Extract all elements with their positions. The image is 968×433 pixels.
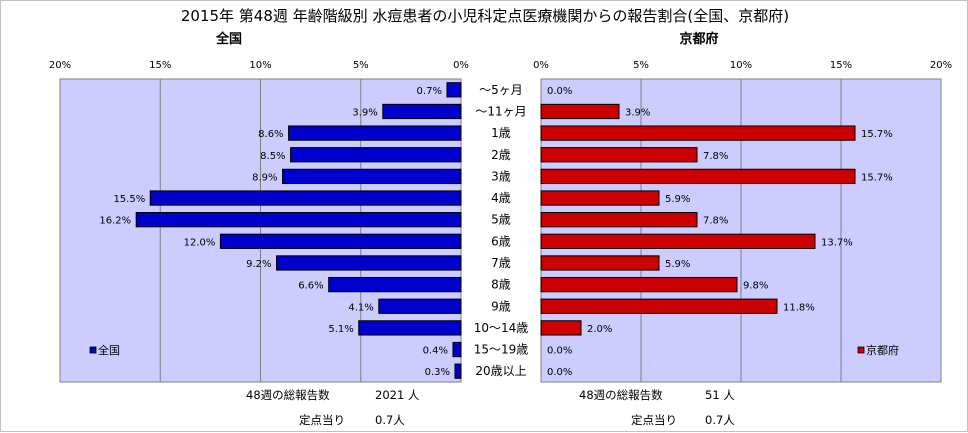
national-total-label: 48週の総報告数 (246, 388, 330, 402)
legend-swatch-kyoto (857, 346, 865, 354)
bar-national-13 (454, 363, 462, 379)
bar-national-3 (290, 147, 462, 163)
data-label-kyoto-10: 11.8% (783, 302, 815, 313)
bar-kyoto-4 (540, 168, 856, 185)
bar-national-11 (358, 320, 462, 336)
category-label: ～11ヶ月 (475, 104, 526, 118)
bar-national-8 (276, 255, 462, 271)
national-per-label: 定点当り (299, 413, 345, 427)
category-label: 5歳 (491, 213, 511, 227)
bar-national-1 (382, 103, 462, 120)
category-label: 15～19歳 (474, 343, 529, 357)
tick-label-national-0: 0% (453, 60, 469, 71)
bar-national-10 (378, 298, 462, 314)
bar-national-12 (452, 341, 462, 358)
bar-national-9 (328, 276, 462, 293)
data-label-national-6: 16.2% (99, 216, 131, 227)
tick-label-kyoto-0: 0% (533, 60, 549, 71)
tick-label-kyoto-1: 5% (633, 60, 649, 71)
category-label: 1歳 (491, 126, 511, 140)
data-label-kyoto-11: 2.0% (587, 324, 612, 335)
bar-kyoto-10 (540, 298, 778, 314)
tick-label-kyoto-2: 10% (730, 60, 752, 71)
category-label: ～5ヶ月 (479, 83, 523, 97)
category-label: 10～14歳 (474, 321, 529, 335)
data-label-kyoto-5: 5.9% (665, 194, 690, 205)
bar-kyoto-7 (540, 233, 816, 249)
legend-label-kyoto: 京都府 (866, 343, 899, 357)
data-label-national-13: 0.3% (425, 367, 450, 378)
data-label-national-11: 5.1% (328, 324, 353, 335)
data-label-national-10: 4.1% (348, 302, 373, 313)
national-per-value: 0.7人 (375, 413, 405, 427)
category-label: 3歳 (491, 169, 511, 183)
data-label-national-5: 15.5% (113, 194, 145, 205)
data-label-kyoto-6: 7.8% (703, 216, 728, 227)
kyoto-total-value: 51 人 (705, 388, 735, 402)
tick-label-national-4: 20% (49, 60, 71, 71)
bar-kyoto-1 (540, 103, 620, 120)
data-label-national-4: 8.9% (252, 172, 277, 183)
bar-national-0 (446, 82, 462, 98)
data-label-kyoto-2: 15.7% (861, 129, 893, 140)
bar-kyoto-8 (540, 255, 660, 271)
data-label-national-0: 0.7% (417, 86, 442, 97)
bar-kyoto-11 (540, 320, 582, 336)
bar-kyoto-9 (540, 276, 738, 293)
data-label-kyoto-4: 15.7% (861, 172, 893, 183)
tick-label-national-2: 10% (249, 60, 271, 71)
data-label-kyoto-3: 7.8% (703, 151, 728, 162)
panel-label-national: 全国 (215, 31, 242, 47)
national-total-value: 2021 人 (375, 388, 420, 402)
category-label: 6歳 (491, 234, 511, 248)
bar-kyoto-6 (540, 212, 698, 228)
data-label-national-3: 8.5% (260, 151, 285, 162)
kyoto-total-label: 48週の総報告数 (579, 388, 663, 402)
bar-national-7 (219, 233, 462, 249)
category-label: 20歳以上 (475, 364, 526, 378)
data-label-kyoto-12: 0.0% (547, 346, 572, 357)
data-label-national-9: 6.6% (298, 281, 323, 292)
data-label-kyoto-9: 9.8% (743, 281, 768, 292)
category-label: 4歳 (491, 191, 511, 205)
kyoto-per-label: 定点当り (631, 413, 677, 427)
bar-national-4 (282, 168, 462, 185)
bar-kyoto-2 (540, 125, 856, 141)
data-label-kyoto-0: 0.0% (547, 86, 572, 97)
data-label-national-8: 9.2% (246, 259, 271, 270)
data-label-kyoto-8: 5.9% (665, 259, 690, 270)
tick-label-national-1: 5% (353, 60, 369, 71)
kyoto-per-value: 0.7人 (705, 413, 735, 427)
chart-title: 2015年 第48週 年齢階級別 水痘患者の小児科定点医療機関からの報告割合(全… (181, 7, 789, 25)
panel-label-kyoto: 京都府 (679, 31, 718, 47)
category-label: 9歳 (491, 299, 511, 313)
tick-label-kyoto-4: 20% (930, 60, 952, 71)
bar-national-5 (149, 190, 462, 206)
legend-swatch-national (89, 346, 97, 354)
legend-label-national: 全国 (98, 343, 120, 357)
data-label-kyoto-7: 13.7% (821, 237, 853, 248)
data-label-national-1: 3.9% (352, 107, 377, 118)
category-label: 7歳 (491, 256, 511, 270)
data-label-national-7: 12.0% (184, 237, 216, 248)
data-label-national-12: 0.4% (423, 346, 448, 357)
data-label-national-2: 8.6% (258, 129, 283, 140)
bar-kyoto-3 (540, 147, 698, 163)
data-label-kyoto-1: 3.9% (625, 107, 650, 118)
category-label: 2歳 (491, 148, 511, 162)
tick-label-national-3: 15% (149, 60, 171, 71)
bar-national-6 (135, 212, 462, 228)
bar-kyoto-5 (540, 190, 660, 206)
tick-label-kyoto-3: 15% (830, 60, 852, 71)
bar-national-2 (288, 125, 462, 141)
category-label: 8歳 (491, 278, 511, 292)
data-label-kyoto-13: 0.0% (547, 367, 572, 378)
